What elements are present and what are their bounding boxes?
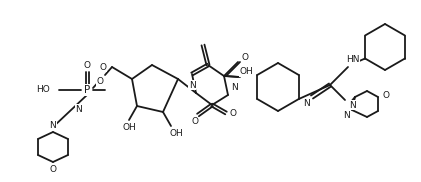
Text: N: N bbox=[303, 100, 309, 108]
Text: OH: OH bbox=[169, 128, 183, 137]
Text: OH: OH bbox=[239, 68, 253, 76]
Text: O: O bbox=[83, 62, 91, 70]
Text: N: N bbox=[189, 80, 195, 90]
Text: HN: HN bbox=[346, 54, 360, 64]
Text: O: O bbox=[96, 78, 104, 86]
Text: HO: HO bbox=[36, 86, 50, 94]
Text: O: O bbox=[50, 165, 56, 173]
Text: OH: OH bbox=[122, 122, 136, 132]
Text: N: N bbox=[349, 100, 355, 110]
Text: N: N bbox=[50, 120, 56, 130]
Text: N: N bbox=[343, 110, 349, 120]
Text: N: N bbox=[231, 84, 237, 92]
Text: O: O bbox=[242, 52, 248, 62]
Text: P: P bbox=[84, 85, 90, 95]
Text: O: O bbox=[192, 118, 198, 126]
Text: O: O bbox=[229, 108, 237, 118]
Text: N: N bbox=[76, 104, 83, 114]
Text: O: O bbox=[383, 90, 389, 100]
Text: O: O bbox=[99, 62, 107, 72]
